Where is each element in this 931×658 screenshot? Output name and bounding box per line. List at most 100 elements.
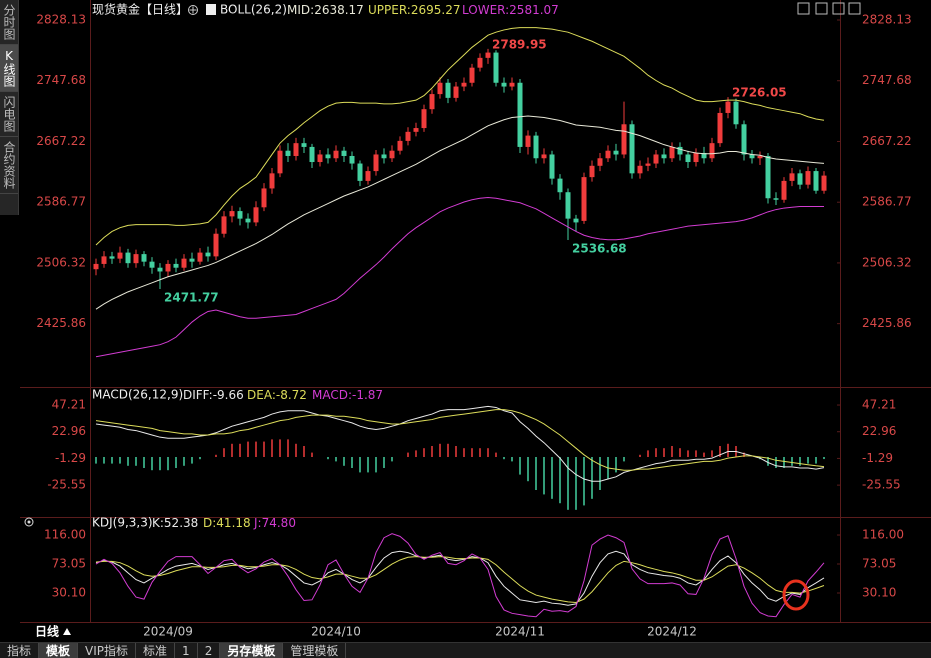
bottom-tab[interactable]: 模板 [39,643,79,658]
candle-body [253,207,259,223]
bottom-tab[interactable]: 1 [175,643,198,658]
y-tick-label: 2506.32 [36,255,86,269]
candle-body [517,82,523,147]
bottom-tab[interactable]: 管理模板 [283,643,347,658]
y-tick-label-right: 2747.68 [862,73,912,87]
candle-body [117,252,123,259]
candle-body [325,154,331,159]
legend-value: -9.66 [213,388,244,402]
candle-body [557,178,563,193]
side-tab[interactable]: 合约资料 [0,137,18,194]
candle-body [485,52,491,58]
y-tick-label: 116.00 [44,528,86,542]
high-label: 2789.95 [492,37,547,51]
legend-mid: MID:2638.17 [287,3,364,17]
candle-body [397,140,403,151]
candle-body [261,188,267,208]
highlight-circle [782,579,810,611]
candle-body [181,258,187,268]
candle-body [381,154,387,159]
legend-macd: MACD:-1.87 [312,388,383,402]
window-controls[interactable] [797,2,861,15]
bottom-tab[interactable]: 2 [198,643,221,658]
candle-body [293,143,299,156]
candle-body [549,154,555,179]
candle-body [189,258,195,262]
indicator-name: BOLL(26,2) [220,3,287,17]
marks: 2828.13 2828.13 2747.68 2747.68 2667.22 2667.… [36,13,911,639]
y-tick-label-right: 2586.77 [862,195,912,209]
y-tick-label-right: 73.05 [862,557,896,571]
candle-body [365,171,371,181]
legend-value: -1.87 [352,388,383,402]
y-tick-label-right: -1.29 [862,451,893,465]
side-tab[interactable]: 闪电图 [0,92,18,137]
legend-label: D: [203,516,216,530]
bottom-tab[interactable]: 另存模板 [220,643,284,658]
candle-body [133,254,139,264]
legend-j: J:74.80 [253,516,296,530]
legend-value: 74.80 [262,516,296,530]
low-label: 2471.77 [164,291,219,305]
candle-body [469,67,475,83]
side-tab[interactable]: K线图 [0,45,18,92]
y-tick-label: 2747.68 [36,73,86,87]
indicator-icon[interactable] [206,4,216,15]
pane-icon[interactable] [24,517,34,527]
candle-body [613,150,619,155]
candle-body [141,254,147,262]
candle-body [101,256,107,264]
candle-body [461,82,467,87]
candle-body [717,112,723,144]
candle-body [741,124,747,155]
side-tab[interactable]: 分时图 [0,0,18,45]
candle-body [581,177,587,221]
legend-label: LOWER: [462,3,509,17]
candle-body [605,150,611,159]
legend-label: MACD: [312,388,352,402]
y-tick-label: 2586.77 [36,195,86,209]
legend-label: UPPER: [368,3,411,17]
legend-label: K: [152,516,164,530]
chart-title: 现货黄金【日线】 [92,2,188,17]
macd-title: MACD(26,12,9) [92,388,183,402]
bottom-tab[interactable]: VIP指标 [78,643,137,658]
candle-body [661,154,667,159]
candle-body [493,52,499,83]
candle-body [573,218,579,223]
candle-body [405,131,411,141]
y-tick-label: 2425.86 [36,316,86,330]
candle-body [757,155,763,159]
y-tick-label-right: 30.10 [862,586,896,600]
candle-body [317,154,323,163]
period-label[interactable]: 日线 [35,624,59,639]
candle-body [221,216,227,234]
x-tick-label: 2024/10 [311,625,361,639]
candle-body [341,150,347,156]
series-line [95,405,825,482]
candle-body [533,135,539,159]
candle-body [437,82,443,95]
add-icon[interactable] [188,5,198,15]
candle-body [589,165,595,178]
candle-body [789,173,795,181]
candle-body [213,233,219,257]
candle-body [629,124,635,174]
legend-value: 2581.07 [509,3,559,17]
x-tick-label: 2024/11 [495,625,545,639]
y-tick-label-right: 2828.13 [862,13,912,27]
bottom-tab[interactable]: 指标 [0,643,40,658]
candle-body [109,256,115,259]
candle-body [421,109,427,129]
legend-dea: DEA:-8.72 [247,388,307,402]
candle-body [677,146,683,155]
chart-area: 现货黄金【日线】 BOLL(26,2) MID:2638.17 UPPER:26… [20,0,931,639]
candle-body [373,154,379,172]
candle-body [821,175,827,191]
bottom-tab[interactable]: 标准 [136,643,176,658]
y-tick-label: 2828.13 [36,13,86,27]
candle-body [301,143,307,147]
candle-body [693,152,699,163]
candle-body [333,150,339,159]
period-arrow[interactable] [63,628,71,635]
